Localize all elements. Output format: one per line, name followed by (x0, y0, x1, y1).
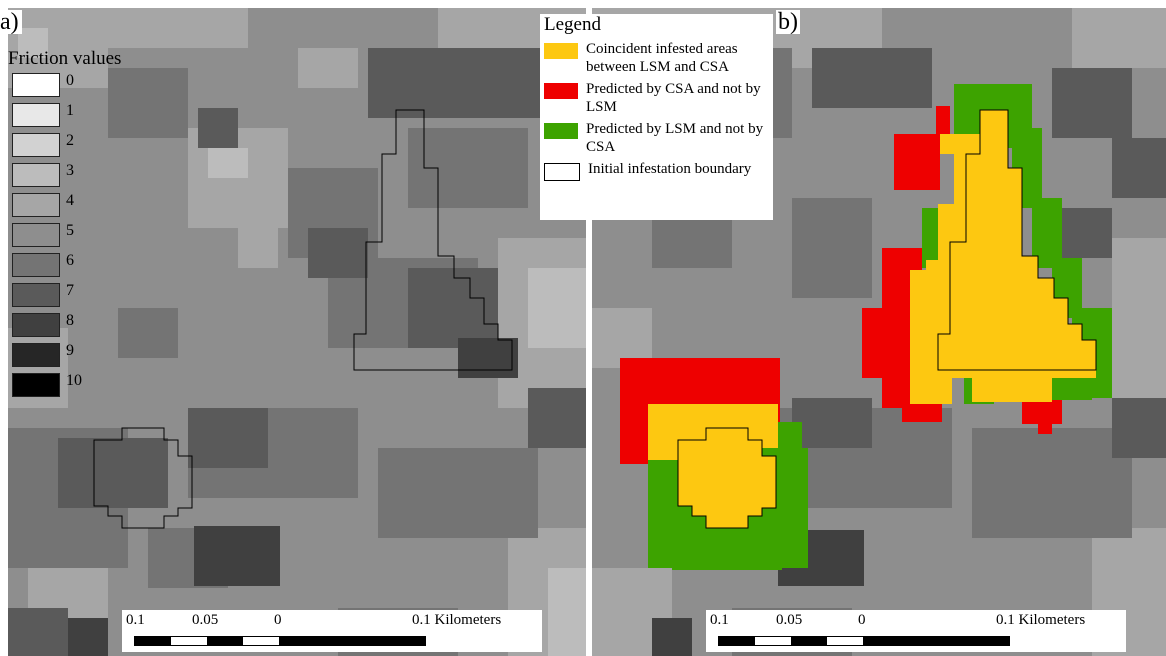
scale-bar-a: 0.1 0.05 0 0.1 Kilometers (122, 610, 542, 652)
friction-legend-item: 9 (8, 340, 136, 370)
friction-value-label: 9 (66, 342, 74, 359)
prediction-legend: Legend Coincident infested areas between… (540, 14, 773, 220)
friction-swatch (12, 163, 60, 187)
prediction-legend-label: Coincident infested areas between LSM an… (586, 41, 738, 75)
friction-legend-item: 2 (8, 130, 136, 160)
friction-value-label: 1 (66, 102, 74, 119)
friction-swatch (12, 223, 60, 247)
panel-b-label: b) (776, 9, 800, 35)
friction-swatch (12, 343, 60, 367)
scale-bar-b: 0.1 0.05 0 0.1 Kilometers (706, 610, 1126, 652)
friction-legend-item: 0 (8, 70, 136, 100)
prediction-legend-label: Predicted by LSM and not by CSA (586, 121, 764, 155)
prediction-legend-label: Predicted by CSA and not by LSM (586, 81, 761, 115)
friction-swatch (12, 73, 60, 97)
friction-legend-item: 7 (8, 280, 136, 310)
scale-tick-label: 0.1 (126, 612, 145, 628)
prediction-legend-title: Legend (544, 14, 601, 35)
friction-legend-title: Friction values (8, 48, 122, 69)
prediction-legend-item: Coincident infested areas between LSM an… (544, 40, 773, 76)
friction-legend-item: 1 (8, 100, 136, 130)
friction-value-label: 0 (66, 72, 74, 89)
friction-value-label: 6 (66, 252, 74, 269)
friction-value-label: 10 (66, 372, 82, 389)
prediction-legend-item: Initial infestation boundary (544, 160, 773, 181)
scale-tick-label: 0 (858, 612, 866, 628)
friction-legend-item: 5 (8, 220, 136, 250)
prediction-swatch (544, 43, 578, 59)
prediction-swatch (544, 163, 580, 181)
friction-legend-item: 6 (8, 250, 136, 280)
friction-value-label: 5 (66, 222, 74, 239)
friction-legend-items: 0 1 2 3 4 5 6 7 8 9 10 (8, 70, 136, 400)
scale-tick-label: 0.05 (192, 612, 219, 628)
friction-legend: Friction values 0 1 2 3 4 5 6 7 8 9 10 (8, 48, 136, 400)
friction-legend-item: 10 (8, 370, 136, 400)
friction-swatch (12, 253, 60, 277)
friction-value-label: 3 (66, 162, 74, 179)
scale-tick-label: 0.1 (710, 612, 729, 628)
prediction-legend-label: Initial infestation boundary (588, 161, 752, 177)
friction-swatch (12, 283, 60, 307)
friction-swatch (12, 193, 60, 217)
prediction-swatch (544, 83, 578, 99)
friction-swatch (12, 133, 60, 157)
scale-tick-label: 0.1 Kilometers (996, 612, 1086, 628)
friction-swatch (12, 373, 60, 397)
friction-legend-item: 3 (8, 160, 136, 190)
panel-a-label: a) (0, 10, 22, 34)
friction-value-label: 7 (66, 282, 74, 299)
scale-bar-graphic (718, 636, 1010, 646)
friction-value-label: 2 (66, 132, 74, 149)
prediction-legend-item: Predicted by CSA and not by LSM (544, 80, 773, 116)
prediction-legend-item: Predicted by LSM and not by CSA (544, 120, 773, 156)
scale-bar-graphic (134, 636, 426, 646)
scale-tick-label: 0 (274, 612, 282, 628)
friction-legend-item: 4 (8, 190, 136, 220)
scale-tick-label: 0.05 (776, 612, 803, 628)
friction-swatch (12, 103, 60, 127)
scale-tick-label: 0.1 Kilometers (412, 612, 502, 628)
prediction-legend-items: Coincident infested areas between LSM an… (540, 40, 773, 181)
friction-value-label: 4 (66, 192, 74, 209)
friction-legend-item: 8 (8, 310, 136, 340)
prediction-swatch (544, 123, 578, 139)
friction-swatch (12, 313, 60, 337)
friction-value-label: 8 (66, 312, 74, 329)
